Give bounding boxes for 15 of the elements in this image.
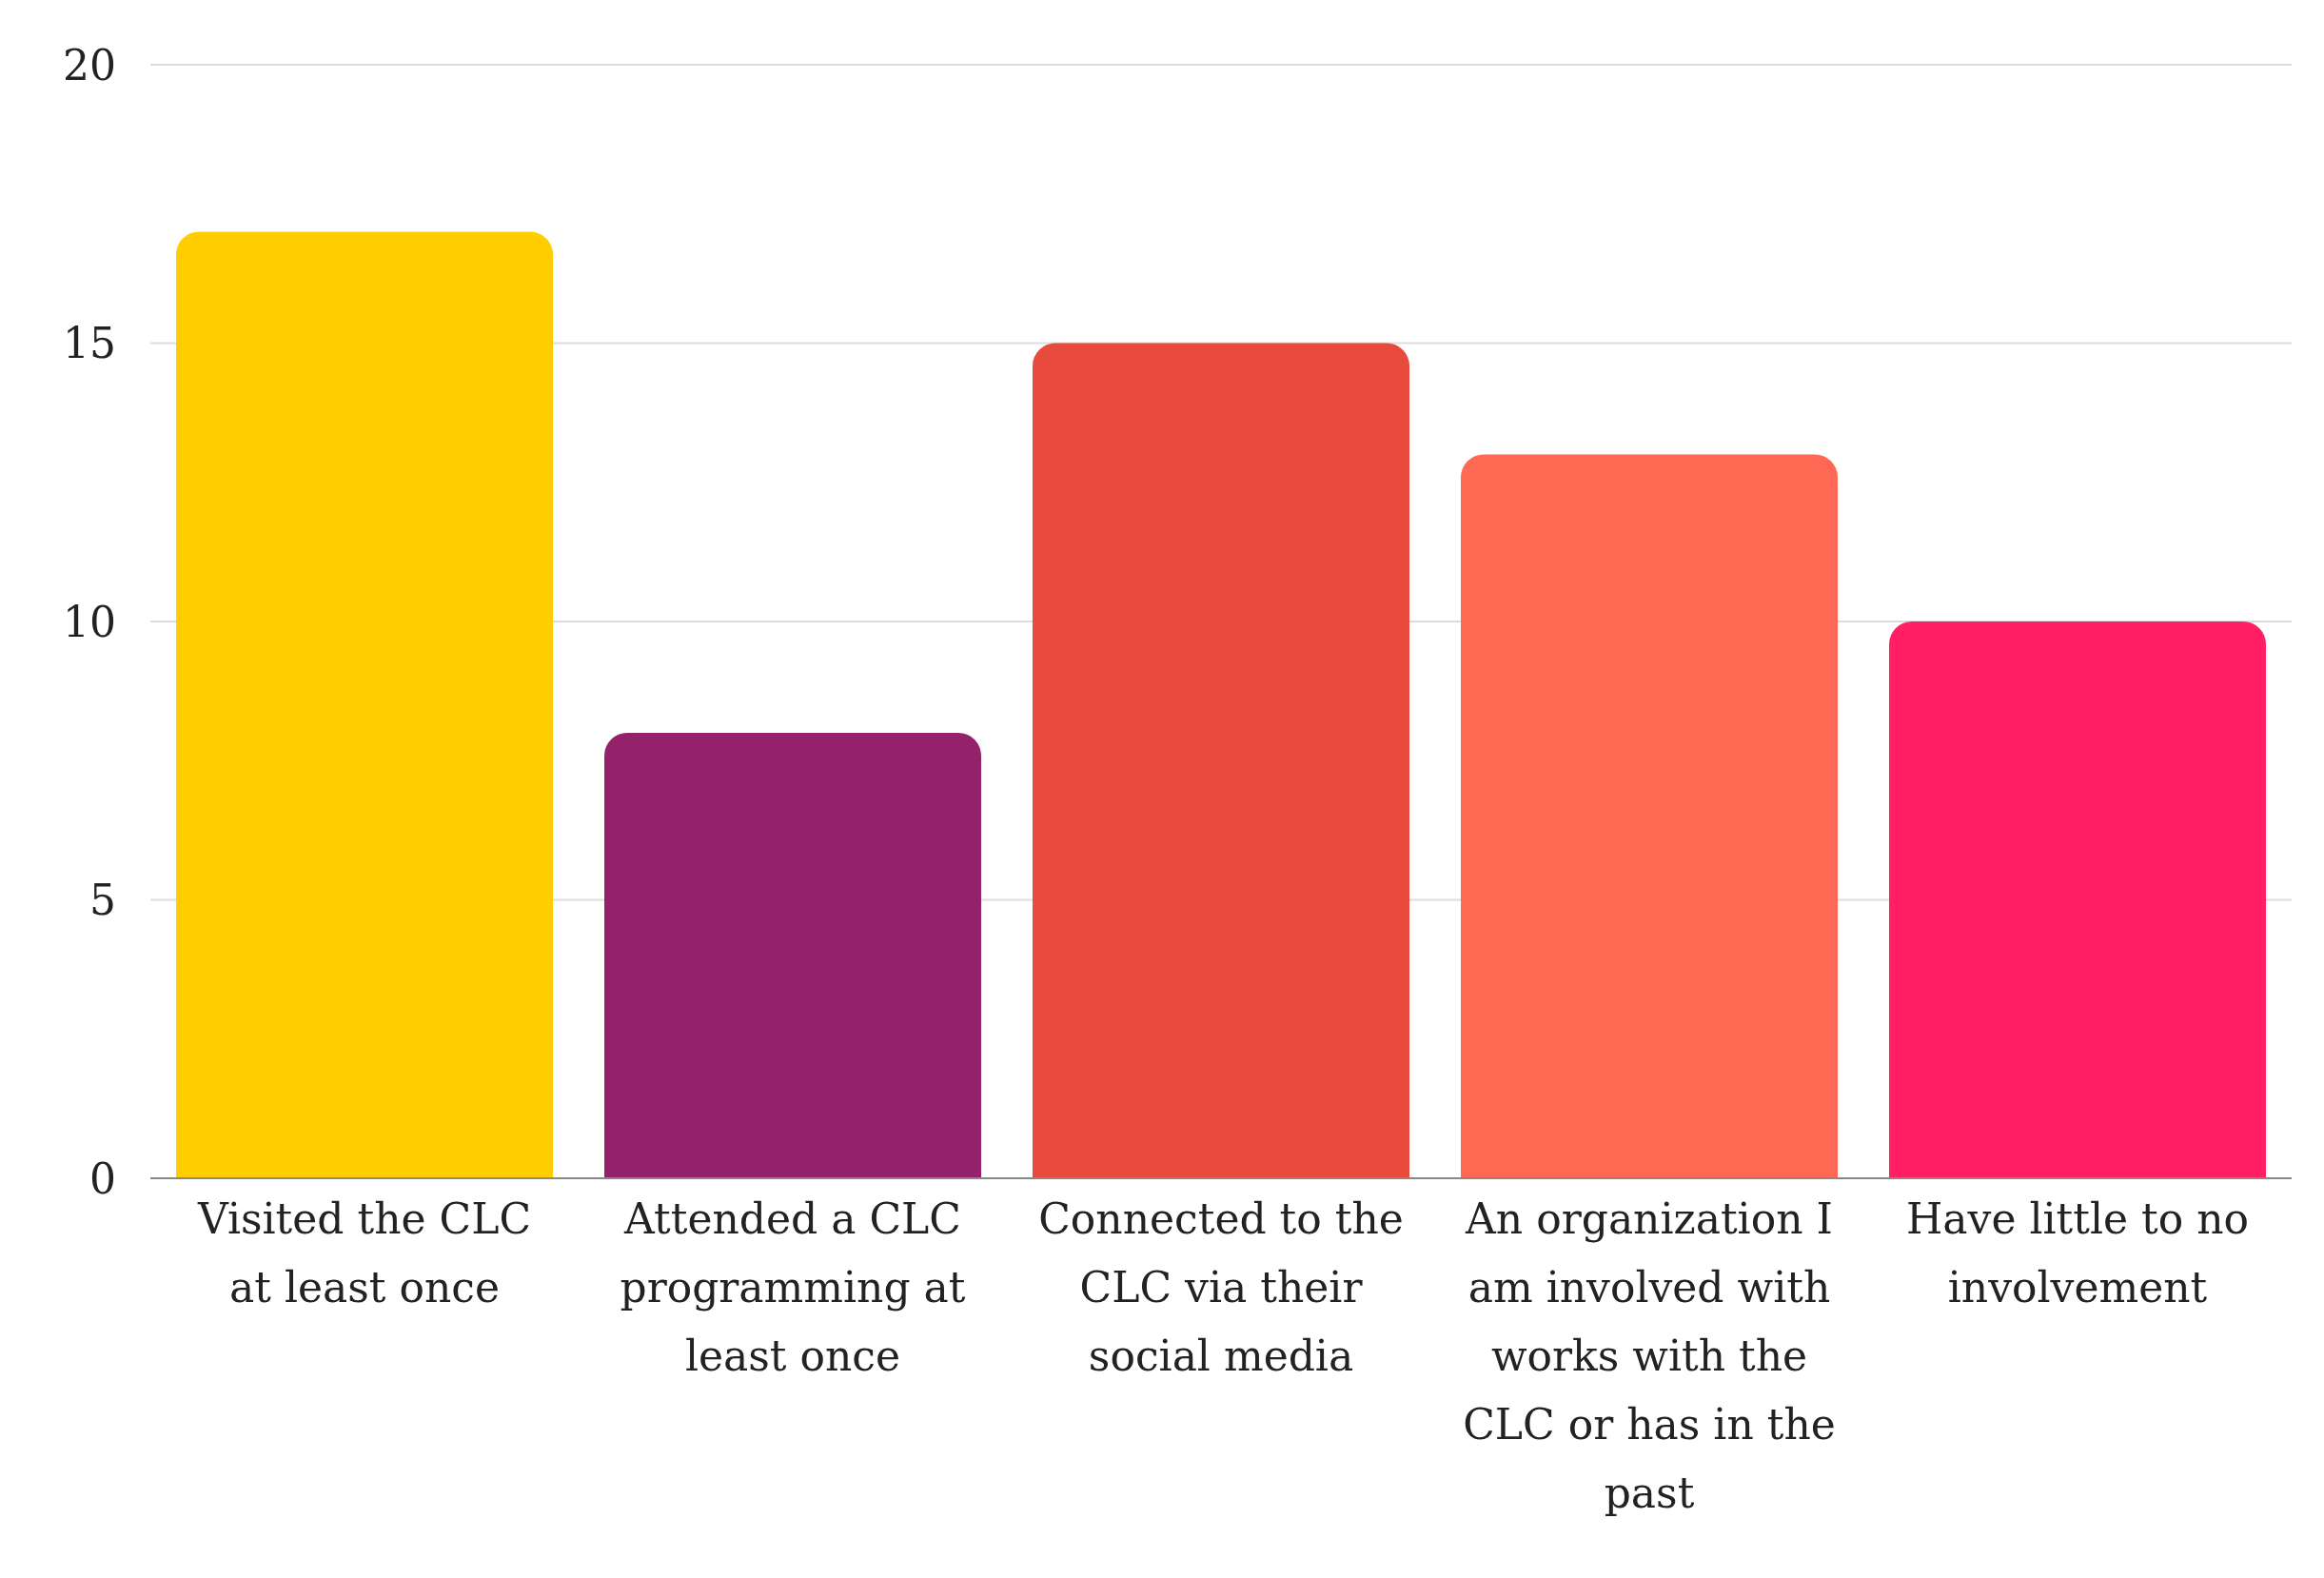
bar <box>1033 343 1409 1178</box>
x-tick-label: An organization I am involved with works with the CLC or has in the past <box>1463 1194 1836 1517</box>
bar <box>1889 621 2266 1178</box>
y-tick-label: 10 <box>63 597 116 646</box>
y-tick-label: 5 <box>89 876 116 925</box>
bar <box>604 733 981 1178</box>
x-tick-label: Have little to no involvement <box>1905 1194 2250 1312</box>
x-tick-label: Attended a CLC programming at least once <box>620 1194 966 1380</box>
y-tick-label: 20 <box>63 40 116 89</box>
x-tick-label: Connected to the CLC via their social media <box>1038 1194 1404 1380</box>
y-tick-label: 15 <box>63 319 116 368</box>
bar <box>176 231 553 1178</box>
y-tick-label: 0 <box>89 1154 116 1203</box>
bar <box>1461 454 1838 1178</box>
x-tick-label: Visited the CLC at least once <box>196 1194 532 1312</box>
